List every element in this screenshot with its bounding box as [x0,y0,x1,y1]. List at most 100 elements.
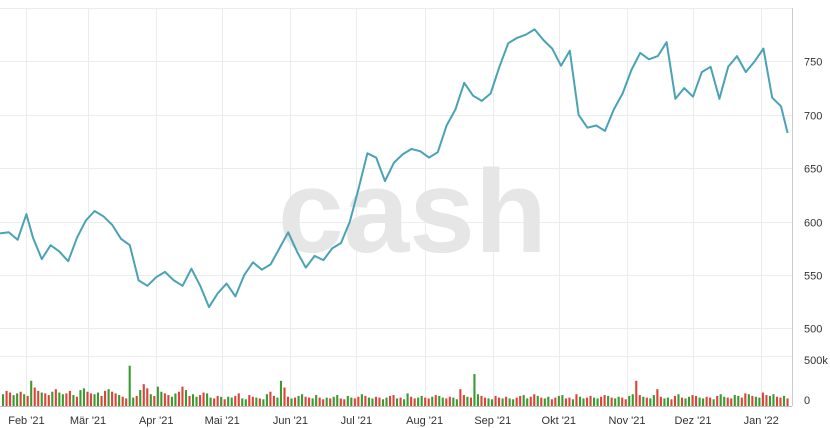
volume-bar [420,395,423,406]
volume-bar [645,397,648,406]
volume-bar [564,398,567,406]
volume-bar [47,395,50,406]
volume-bar [656,389,659,406]
volume-bar [301,394,304,406]
volume-bar [786,398,789,406]
volume-bar [40,392,43,406]
volume-bar [578,396,582,406]
volume-bar [346,395,349,406]
volume-bar [702,398,705,406]
volume-bar [434,395,437,406]
volume-bar [494,395,497,406]
volume-bar [610,397,613,406]
volume-bar [600,396,603,406]
volume-bar [698,397,701,406]
volume-bar [526,398,529,406]
volume-bar [279,380,283,406]
volume-bar [174,393,177,406]
volume-bar [624,399,627,406]
volume-bar [695,395,698,406]
volume-bar [533,394,536,406]
volume-bar [184,390,188,406]
volume-bar [677,394,680,406]
volume-bar [399,397,402,406]
volume-bar [374,396,377,406]
y-tick-label: 650 [804,164,822,176]
volume-bar [385,397,388,406]
volume-bar [684,398,687,406]
volume-bar [378,397,381,406]
grid [0,8,792,406]
volume-bar [716,395,719,406]
volume-bar [726,397,729,406]
volume-bar [417,397,420,406]
volume-bar [325,397,328,406]
volume-bar [712,399,715,406]
volume-bar [441,397,444,406]
y-tick-label: 700 [804,111,822,123]
volume-bar [388,395,392,406]
volume-bar [329,398,332,406]
volume-bar [381,399,385,406]
volume-bar [297,395,300,406]
volume-bar [72,395,75,406]
volume-bar [515,397,518,406]
volume-bar [596,398,599,406]
volume-bar [146,388,149,406]
volume-bar [367,397,370,406]
volume-bar [156,386,159,406]
volume-bar [754,396,757,406]
volume-bar [487,398,490,406]
volume-bar [765,395,768,406]
volume-bar [107,389,110,406]
volume-bar [160,391,163,406]
volume-bar [670,399,673,406]
volume-bar [663,398,666,406]
volume-bar [469,397,472,406]
x-tick-label: Aug '21 [406,415,443,427]
volume-bar [659,396,662,406]
volume-bar [490,399,494,406]
volume-bar [234,395,237,406]
volume-bar [761,392,764,406]
volume-bar [751,395,754,406]
volume-bar [687,396,691,406]
volume-bar [181,386,184,406]
volume-bar [522,395,525,406]
volume-bar [26,395,29,406]
volume-bar [582,398,585,406]
volume-bar [251,396,254,406]
volume-bar [128,365,131,406]
volume-bar [100,395,103,406]
y-tick-label: 750 [804,57,822,69]
volume-bar [550,399,553,406]
volume-bar [614,398,617,406]
volume-bar [410,396,413,406]
volume-bar [332,396,335,406]
volume-bar [406,393,409,406]
volume-bar [543,398,546,406]
volume-bar [209,397,212,406]
x-tick-label: Apr '21 [139,415,174,427]
volume-bar [255,397,258,406]
volume-bar [568,397,571,406]
volume-bar [244,399,247,406]
volume-bar [364,395,367,406]
volume-bar [290,398,293,406]
volume-bar [163,393,166,406]
volume-bar [666,397,669,406]
volume-bar [392,395,395,406]
volume-bar [153,395,156,406]
volume-bar [96,392,100,406]
volume-bar [445,398,448,406]
volume-bar [139,390,142,406]
volume-bar [554,397,557,406]
y-tick-label: 600 [804,218,822,230]
y-tick-label: 550 [804,271,822,283]
volume-bar [557,395,560,406]
volume-bar [649,398,652,406]
x-tick-label: Feb '21 [8,415,44,427]
volume-bar [206,393,209,406]
x-tick-label: Jan '22 [744,415,779,427]
volume-bar [691,395,694,406]
